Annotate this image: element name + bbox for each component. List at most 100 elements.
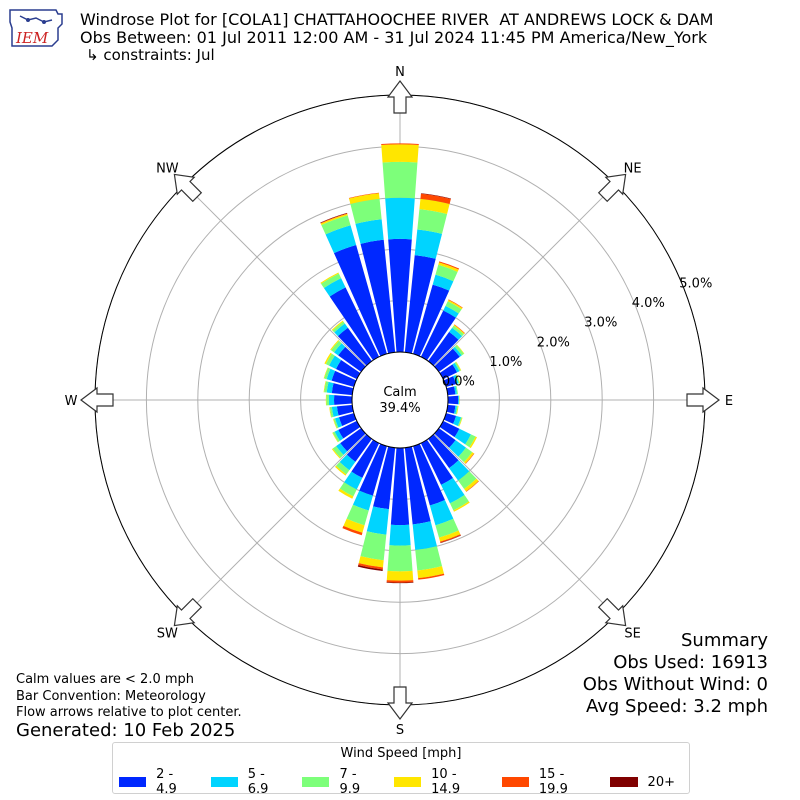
windrose-bar-segment [338, 420, 361, 439]
windrose-bar-segment [456, 374, 461, 384]
windrose-bar-segment [386, 582, 414, 584]
windrose-bar-segment [455, 374, 460, 384]
windrose-bar-segment [458, 471, 477, 489]
windrose-bar-segment [457, 417, 463, 427]
windrose-bar-segment [458, 417, 463, 427]
summary-avg-speed: Avg Speed: 3.2 mph [586, 696, 768, 717]
windrose-bar-segment [329, 407, 332, 418]
windrose-bar-segment [420, 439, 453, 485]
windrose-bar-segment [332, 446, 344, 458]
windrose-bar-segment [334, 429, 344, 441]
windrose-bar-segment [358, 556, 384, 568]
windrose-bar-segment [458, 447, 473, 463]
legend-item: 5 - 6.9 [210, 767, 289, 797]
windrose-bar-segment [366, 506, 389, 535]
windrose-bar-segment [439, 420, 460, 438]
windrose-bar-segment [452, 325, 464, 337]
windrose-bar-segment [454, 385, 457, 395]
windrose-bar-segment [453, 375, 459, 385]
windrose-bar-segment [333, 418, 339, 429]
windrose-bar-segment [329, 355, 342, 370]
windrose-bar-segment [323, 381, 327, 393]
windrose-bar-segment [387, 545, 413, 572]
grid-spoke [433, 183, 617, 367]
flow-arrow-icon [597, 173, 627, 203]
windrose-bar-segment [358, 563, 383, 570]
windrose-bar-segment [453, 415, 462, 426]
legend-swatch [394, 777, 422, 787]
obs-between: Obs Between: 01 Jul 2011 12:00 AM - 31 J… [80, 28, 708, 47]
windrose-bar-segment [432, 274, 454, 291]
windrose-bar-segment [331, 406, 339, 417]
windrose-bar-segment [438, 530, 461, 542]
direction-label: W [65, 394, 78, 409]
windrose-bar-segment [434, 348, 460, 372]
windrose-bar-segment [443, 376, 457, 387]
legend-swatch [302, 777, 330, 787]
flow-arrow-icon [386, 686, 414, 720]
windrose-bar-segment [449, 460, 470, 481]
windrose-bar-segment [339, 482, 357, 497]
windrose-bar-segment [321, 215, 351, 235]
windrose-bar-segment [446, 386, 456, 396]
windrose-bar-segment [329, 406, 334, 418]
radial-tick-label: 1.0% [489, 355, 522, 370]
summary-heading: Summary [681, 630, 768, 651]
windrose-bar-segment [447, 299, 463, 310]
windrose-bar-segment [342, 525, 363, 536]
windrose-bar-segment [448, 299, 463, 309]
windrose-bar-segment [449, 440, 467, 457]
windrose-bar-segment [346, 434, 372, 462]
windrose-bar-segment [465, 453, 475, 464]
legend-label: 5 - 6.9 [247, 767, 269, 797]
windrose-bar-segment [454, 345, 464, 356]
windrose-bar-segment [320, 272, 339, 284]
direction-label: SE [624, 627, 640, 642]
legend-swatch [609, 777, 638, 787]
windrose-bar-segment [412, 521, 437, 551]
windrose-bar-segment [348, 192, 379, 199]
windrose-bar-segment [389, 524, 411, 546]
flow-arrow-icon [597, 597, 627, 627]
legend-item: 7 - 9.9 [302, 767, 380, 797]
windrose-bar-segment [429, 500, 454, 526]
flow-arrows-note: Flow arrows relative to plot center. [16, 705, 242, 720]
windrose-bar-segment [324, 352, 332, 365]
flow-arrow-icon [386, 80, 414, 114]
iem-logo: IEM [9, 9, 63, 47]
legend-label: 7 - 9.9 [339, 767, 361, 797]
legend-swatch [119, 777, 147, 787]
windrose-bar-segment [454, 362, 461, 372]
windrose-bar-segment [360, 531, 387, 561]
windrose-bar-segment [336, 462, 350, 475]
calm-circle [351, 351, 449, 449]
windrose-bar-segment [323, 278, 346, 297]
legend-swatch [501, 777, 529, 787]
windrose-bar-segment [337, 327, 372, 366]
windrose-bar-segment [455, 405, 458, 415]
windrose-bar-segment [335, 360, 361, 380]
flow-arrow-icon [173, 597, 203, 627]
windrose-bar-segment [360, 239, 396, 354]
windrose-bar-segment [344, 471, 363, 490]
windrose-bar-segment [390, 447, 410, 526]
windrose-bar-segment [331, 448, 341, 459]
windrose-bar-segment [443, 413, 457, 424]
legend-title: Wind Speed [mph] [340, 746, 462, 761]
windrose-bar-segment [334, 395, 353, 405]
windrose-bar-segment [443, 305, 459, 318]
legend-item: 15 - 19.9 [501, 767, 596, 797]
windrose-bar-segment [339, 454, 356, 471]
windrose-bar-segment [324, 381, 329, 393]
grid-spoke [183, 433, 367, 617]
windrose-bar-segment [343, 518, 365, 533]
windrose-bar-segment [469, 436, 477, 449]
windrose-bar-segment [324, 367, 331, 380]
windrose-bar-segment [428, 434, 459, 469]
legend-item: 2 - 4.9 [119, 767, 197, 797]
windrose-bar-segment [351, 439, 380, 478]
windrose-bar-segment [320, 212, 348, 224]
windrose-bar-segment [332, 431, 340, 443]
windrose-bar-segment [325, 353, 335, 366]
